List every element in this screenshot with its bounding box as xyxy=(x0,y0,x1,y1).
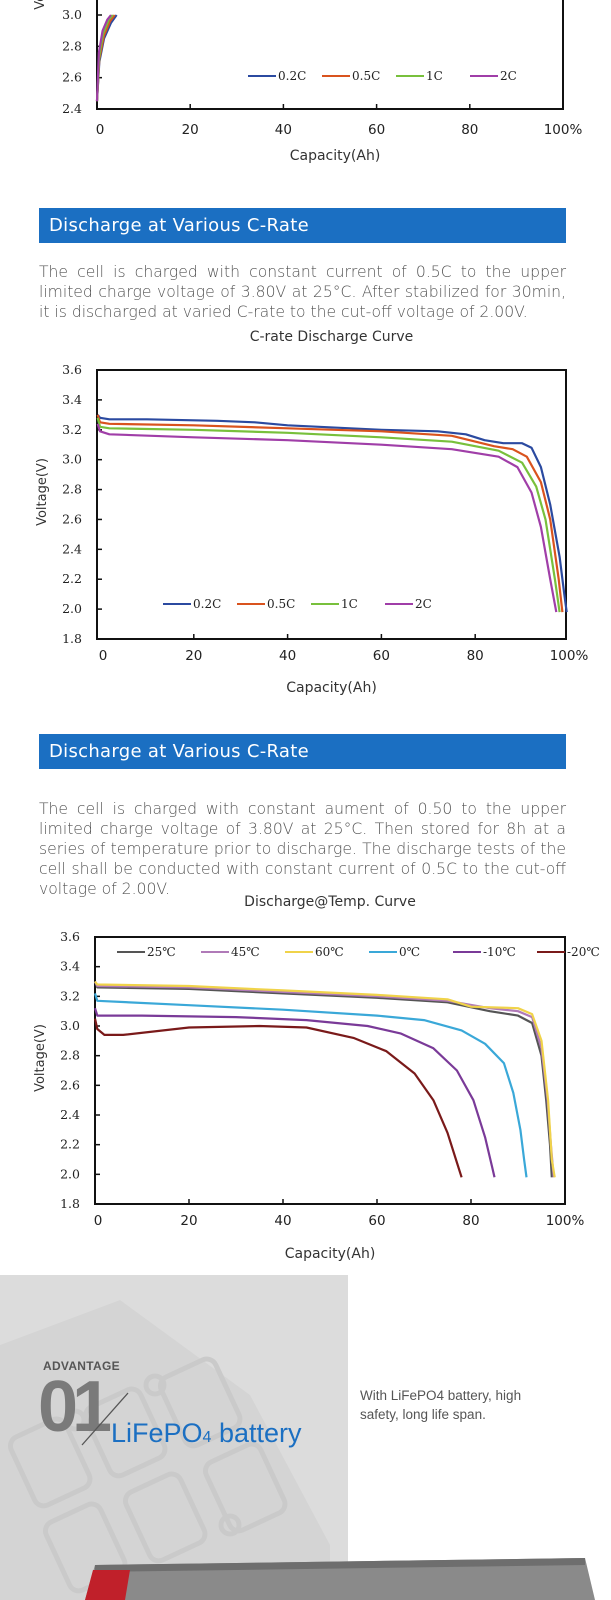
y-tick-label: 3.4 xyxy=(60,959,80,974)
series-line xyxy=(96,414,568,613)
y-tick-label: 2.4 xyxy=(62,541,82,556)
charge-curve-chart: 2.4 2.6 2.8 3.0 0 20 40 60 80 100% 0.2C 0.5C 1C 2C Cap… xyxy=(33,0,583,164)
legend-label: 1C xyxy=(426,69,443,83)
y-tick-label: 2.8 xyxy=(62,38,82,53)
chart-title: C-rate Discharge Curve xyxy=(250,329,414,345)
section-header-temperature: Discharge at Various C-Rate xyxy=(39,734,566,769)
x-tick-label: 80 xyxy=(467,648,484,664)
legend-label: 0.2C xyxy=(278,69,306,83)
legend-label: 1C xyxy=(341,597,358,611)
temperature-discharge-chart: 1.8 2.0 2.2 2.4 2.6 2.8 3.0 3.2 3.4 3.6 0 20 40 60 80 1… xyxy=(33,894,600,1262)
y-tick-label: 3.4 xyxy=(62,392,82,407)
legend-label: 2C xyxy=(500,69,517,83)
x-tick-label: 20 xyxy=(182,122,199,138)
x-tick-label: 20 xyxy=(180,1213,197,1229)
advantage-title-end: battery xyxy=(211,1418,302,1448)
series-line xyxy=(96,423,558,613)
x-tick-label: 100% xyxy=(550,648,589,664)
y-axis-label: Vol xyxy=(33,0,48,10)
x-axis-label: Capacity(Ah) xyxy=(290,148,381,164)
legend-label: 0.5C xyxy=(267,597,295,611)
section-header-c-rate: Discharge at Various C-Rate xyxy=(39,208,566,243)
x-tick-label: 0 xyxy=(99,648,108,664)
series-line xyxy=(94,980,556,1178)
x-tick-label: 80 xyxy=(461,122,478,138)
y-tick-label: 1.8 xyxy=(60,1196,80,1211)
y-tick-label: 2.0 xyxy=(62,601,82,616)
series-line xyxy=(93,1007,496,1178)
y-tick-label: 3.6 xyxy=(60,929,80,944)
legend-label: 25℃ xyxy=(147,945,176,959)
advantage-banner: ADVANTAGE 01 LiFePO4 battery With LiFePO… xyxy=(0,1275,611,1600)
series-line xyxy=(95,14,112,102)
y-axis-label: Voltage(V) xyxy=(35,458,50,526)
c-rate-discharge-chart: 1.8 2.0 2.2 2.4 2.6 2.8 3.0 3.2 3.4 3.6 0 20 40 60 80 1… xyxy=(35,329,589,696)
advantage-description: With LiFePO4 battery, high safety, long … xyxy=(360,1388,522,1422)
legend-label: 0.5C xyxy=(352,69,380,83)
battery-illustration xyxy=(0,1300,595,1600)
x-tick-label: 40 xyxy=(279,648,296,664)
y-tick-label: 2.6 xyxy=(60,1077,80,1092)
x-axis-label: Capacity(Ah) xyxy=(285,1246,376,1262)
y-tick-label: 2.6 xyxy=(62,511,82,526)
y-tick-label: 3.2 xyxy=(62,422,82,437)
advantage-title-main: LiFePO xyxy=(111,1418,203,1448)
advantage-number: 01 xyxy=(38,1367,112,1447)
y-tick-label: 2.8 xyxy=(60,1048,80,1063)
temperature-description: The cell is charged with constant aument… xyxy=(39,800,566,898)
y-tick-label: 3.6 xyxy=(62,362,82,377)
series-line xyxy=(93,1018,463,1178)
x-tick-label: 60 xyxy=(368,122,385,138)
legend-label: 2C xyxy=(415,597,432,611)
plot-frame xyxy=(96,369,567,640)
x-tick-label: 0 xyxy=(96,122,105,138)
y-tick-label: 2.8 xyxy=(62,482,82,497)
y-tick-label: 2.6 xyxy=(62,70,82,85)
legend-label: 45℃ xyxy=(231,945,260,959)
advantage-title-sub: 4 xyxy=(202,1429,212,1446)
c-rate-description: The cell is charged with constant curren… xyxy=(39,263,566,321)
legend-label: 0℃ xyxy=(399,945,420,959)
y-tick-label: 3.0 xyxy=(60,1018,80,1033)
y-tick-label: 2.4 xyxy=(62,101,82,116)
advantage-title: LiFePO4 battery xyxy=(111,1418,302,1449)
x-tick-label: 40 xyxy=(275,122,292,138)
series-line xyxy=(93,993,528,1178)
y-tick-label: 1.8 xyxy=(62,631,82,646)
x-tick-label: 60 xyxy=(373,648,390,664)
x-tick-label: 100% xyxy=(544,122,583,138)
advantage-tag: ADVANTAGE xyxy=(43,1359,120,1373)
x-tick-label: 40 xyxy=(274,1213,291,1229)
y-tick-label: 3.0 xyxy=(62,7,82,22)
series-line xyxy=(96,414,564,613)
y-tick-label: 2.2 xyxy=(62,571,82,586)
chart-title: Discharge@Temp. Curve xyxy=(244,894,416,910)
y-tick-label: 2.0 xyxy=(60,1166,80,1181)
plot-frame xyxy=(96,0,564,110)
x-axis-label: Capacity(Ah) xyxy=(286,680,377,696)
legend-label: 60℃ xyxy=(315,945,344,959)
x-tick-label: 60 xyxy=(368,1213,385,1229)
y-tick-label: 2.2 xyxy=(60,1137,80,1152)
y-tick-label: 2.4 xyxy=(60,1107,80,1122)
plot-frame xyxy=(94,936,566,1205)
y-tick-label: 3.2 xyxy=(60,988,80,1003)
y-axis-label: Voltage(V) xyxy=(33,1024,48,1092)
legend-label: -10℃ xyxy=(483,945,516,959)
x-tick-label: 0 xyxy=(94,1213,103,1229)
x-tick-label: 80 xyxy=(462,1213,479,1229)
x-tick-label: 100% xyxy=(546,1213,585,1229)
series-line xyxy=(93,981,553,1178)
divider-slash xyxy=(81,1392,129,1446)
legend-label: -20℃ xyxy=(567,945,600,959)
x-tick-label: 20 xyxy=(185,648,202,664)
legend-label: 0.2C xyxy=(193,597,221,611)
series-line xyxy=(96,417,561,613)
y-tick-label: 3.0 xyxy=(62,452,82,467)
